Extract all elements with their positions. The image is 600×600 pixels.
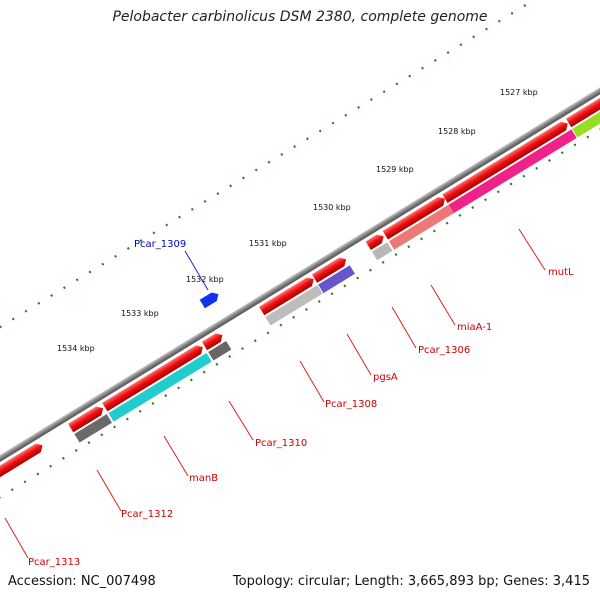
scale-dotted-line — [0, 0, 555, 376]
feature-bar-miaA — [388, 204, 454, 250]
tick-label-1530: 1530 kbp — [313, 203, 351, 212]
tick-label-1533: 1533 kbp — [121, 309, 159, 318]
label-pcar1308: Pcar_1308 — [325, 399, 377, 410]
label-miaA: miaA-1 — [457, 322, 492, 333]
gene-arrow-pcar1309 — [199, 292, 219, 309]
tick-label-1531: 1531 kbp — [249, 239, 287, 248]
gene-arrow-pcar1306 — [365, 234, 384, 250]
gene-arrow-miaA — [382, 197, 445, 240]
leader-pcar1306 — [391, 306, 417, 349]
feature-bar-pcar1306 — [371, 242, 393, 261]
label-pcar1309: Pcar_1309 — [134, 239, 186, 250]
leader-pcar1308 — [299, 360, 325, 403]
genome-summary-text: Topology: circular; Length: 3,665,893 bp… — [232, 574, 590, 589]
gene-arrow-manB — [102, 345, 203, 412]
tick-label-1532: 1532 kbp — [186, 275, 224, 284]
tick-label-1527: 1527 kbp — [500, 88, 538, 97]
map-title: Pelobacter carbinolicus DSM 2380, comple… — [112, 9, 488, 25]
gene-arrow-pcar1310 — [201, 333, 223, 351]
leader-pcar1309 — [184, 250, 209, 291]
feature-bar-pcar1310 — [208, 341, 232, 361]
leader-miaA — [430, 284, 456, 326]
label-pcar1312: Pcar_1312 — [121, 509, 173, 520]
lower-dotted-line — [0, 110, 600, 499]
leader-mutL — [518, 228, 546, 271]
gene-arrow-next — [566, 88, 600, 128]
leader-pcar1312 — [96, 469, 122, 512]
feature-bar-manB — [108, 353, 212, 422]
label-mutL: mutL — [548, 267, 574, 278]
leader-pcar1313 — [4, 517, 29, 559]
label-pcar1310: Pcar_1310 — [255, 438, 307, 449]
leader-manB — [163, 435, 189, 477]
genome-backbone — [0, 80, 600, 473]
feature-bar-pcar1312 — [74, 414, 112, 443]
tick-label-1534: 1534 kbp — [57, 344, 95, 353]
gene-arrow-pcar1312 — [68, 406, 104, 433]
tick-label-1529: 1529 kbp — [376, 165, 414, 174]
leader-pcar1310 — [228, 400, 254, 441]
feature-bar-pgsA — [318, 265, 355, 294]
label-manB: manB — [189, 473, 218, 484]
gene-arrow-mutL — [442, 121, 568, 203]
label-pcar1306: Pcar_1306 — [418, 345, 470, 356]
label-pcar1313: Pcar_1313 — [28, 557, 80, 568]
accession-text: Accession: NC_007498 — [8, 574, 156, 589]
gene-arrow-pgsA — [311, 257, 347, 283]
feature-bar-pcar1308 — [265, 285, 323, 326]
gene-arrow-pcar1313 — [0, 443, 43, 484]
feature-bar-mutL — [448, 129, 577, 214]
gene-arrow-pcar1308 — [259, 277, 314, 316]
tick-label-1528: 1528 kbp — [438, 127, 476, 136]
leader-pgsA — [346, 333, 372, 376]
label-pgsA: pgsA — [373, 372, 398, 383]
